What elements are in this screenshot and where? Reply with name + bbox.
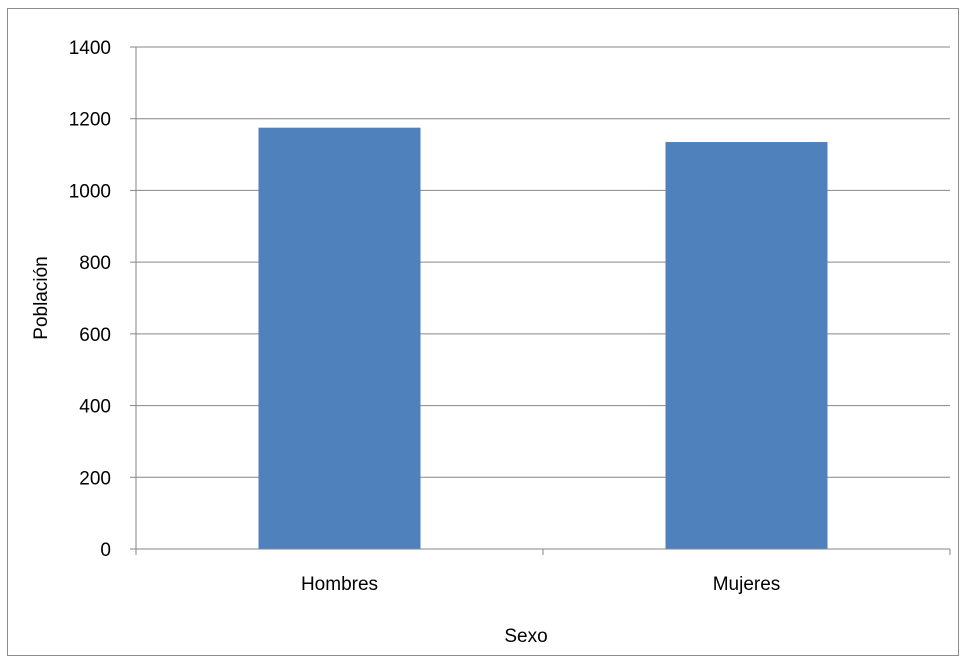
y-tick-label: 1000 — [69, 181, 111, 202]
bar-hombres — [258, 127, 421, 549]
x-axis-title: Sexo — [504, 626, 547, 647]
y-tick-label: 600 — [79, 325, 111, 346]
y-tick-label: 800 — [79, 253, 111, 274]
y-tick-label: 0 — [100, 540, 111, 561]
y-tick-label: 200 — [79, 468, 111, 489]
bar-mujeres — [665, 142, 828, 549]
x-tick-label: Hombres — [301, 574, 378, 595]
y-axis-title: Población — [31, 256, 52, 339]
bars — [258, 127, 828, 549]
y-tick-label: 1400 — [69, 38, 111, 59]
x-tick-labels: Hombres Mujeres — [301, 574, 780, 595]
gridlines — [136, 46, 950, 478]
axes — [130, 46, 951, 555]
y-tick-labels: 0 200 400 600 800 1000 1200 1400 — [69, 38, 111, 561]
x-tick-label: Mujeres — [713, 574, 781, 595]
y-tick-label: 400 — [79, 397, 111, 418]
y-tick-label: 1200 — [69, 110, 111, 131]
